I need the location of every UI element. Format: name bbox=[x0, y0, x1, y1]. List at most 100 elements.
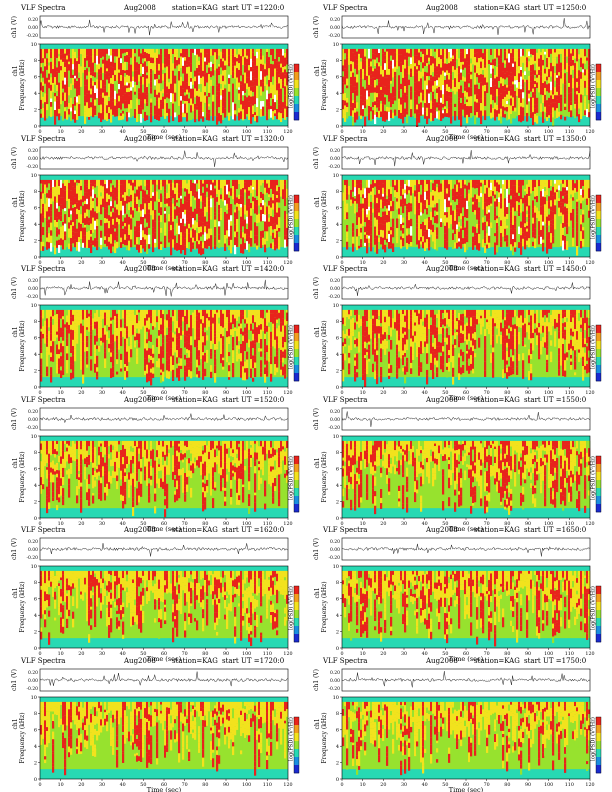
colorbar-segment bbox=[596, 202, 601, 211]
x-tick-label: 60 bbox=[161, 260, 167, 266]
ch1-waveform bbox=[39, 543, 289, 557]
lower-band bbox=[40, 768, 288, 779]
colorbar-label: log(PSD) (V²/Hz) bbox=[590, 64, 597, 108]
ch1-waveform bbox=[341, 282, 591, 296]
x-tick-label: 100 bbox=[242, 651, 251, 657]
x-tick-label: 10 bbox=[58, 260, 64, 266]
x-tick-label: 50 bbox=[442, 651, 448, 657]
colorbar-segment bbox=[596, 463, 601, 472]
x-tick-label: 80 bbox=[504, 651, 510, 657]
colorbar-segment bbox=[596, 88, 601, 97]
y-tick-label: 10 bbox=[31, 42, 37, 48]
y-tick-label: 6 bbox=[336, 466, 339, 472]
ch1-tick-label: -0.20 bbox=[328, 294, 340, 300]
y-axis-label: Frequency (kHz) bbox=[321, 581, 328, 632]
y-tick-label: 2 bbox=[336, 760, 339, 766]
x-tick-label: 0 bbox=[340, 782, 343, 788]
panel-title: VLF Spectra bbox=[21, 134, 66, 143]
ch1-tick-label: 0.00 bbox=[28, 25, 38, 31]
x-tick-label: 20 bbox=[78, 782, 84, 788]
panel-station: station=KAG bbox=[474, 526, 520, 534]
x-tick-label: 50 bbox=[442, 782, 448, 788]
ch1-axis-label: ch1 (V) bbox=[313, 277, 320, 299]
spectra-panel: VLF Spectra Aug2008 station=KAG start UT =1… bbox=[310, 265, 602, 402]
x-tick-label: 90 bbox=[223, 521, 229, 527]
x-tick-label: 30 bbox=[401, 651, 407, 657]
y-tick-label: 4 bbox=[336, 352, 339, 358]
y-tick-label: 0 bbox=[34, 124, 37, 130]
ch1-axis-label: ch1 (V) bbox=[11, 277, 18, 299]
x-tick-label: 60 bbox=[463, 651, 469, 657]
colorbar-segment bbox=[294, 756, 299, 765]
panel-plot: 0.20 0.00 -0.20 ch1 (V) 0 2 4 6 8 10 Frequency (kH… bbox=[313, 15, 602, 141]
ch1-tick-label: -0.20 bbox=[26, 425, 38, 431]
lower-band bbox=[40, 246, 288, 257]
x-axis-label: Time (sec) bbox=[147, 394, 182, 402]
colorbar-label: log(PSD) (V²/Hz) bbox=[288, 717, 295, 761]
panel-start-ut: start UT =1320:0 bbox=[222, 134, 285, 143]
y-tick-label: 10 bbox=[31, 694, 37, 700]
colorbar-segment bbox=[294, 242, 299, 251]
x-tick-label: 120 bbox=[283, 521, 292, 527]
x-tick-label: 100 bbox=[544, 521, 553, 527]
ch1-spectrum-label: ch1 bbox=[314, 326, 321, 337]
ch1-axis-label: ch1 (V) bbox=[313, 147, 320, 169]
ch1-tick-label: -0.20 bbox=[26, 294, 38, 300]
x-tick-label: 80 bbox=[202, 782, 208, 788]
ch1-spectrum-label: ch1 bbox=[12, 457, 19, 468]
x-tick-label: 80 bbox=[202, 521, 208, 527]
spectra-panel: VLF Spectra Aug2008 station=KAG start UT =1… bbox=[8, 265, 300, 402]
colorbar-segment bbox=[294, 471, 299, 480]
colorbar-segment bbox=[596, 365, 601, 374]
y-tick-label: 6 bbox=[336, 597, 339, 603]
colorbar-segment bbox=[596, 373, 601, 382]
panel-station: station=KAG bbox=[172, 656, 218, 665]
colorbar-segment bbox=[596, 764, 601, 773]
panel-date: Aug2008 bbox=[426, 265, 458, 273]
spectra-panel: VLF Spectra Aug2008 station=KAG start UT =1… bbox=[310, 395, 602, 533]
x-tick-label: 120 bbox=[585, 782, 594, 788]
panel-plot: 0.20 0.00 -0.20 ch1 (V) 0 2 4 6 8 10 Frequency (kH… bbox=[11, 276, 300, 402]
spectrogram bbox=[40, 44, 289, 126]
y-tick-label: 6 bbox=[336, 336, 339, 342]
colorbar-frame bbox=[293, 716, 300, 773]
colorbar-frame bbox=[293, 324, 300, 382]
x-tick-label: 10 bbox=[58, 390, 64, 396]
x-tick-label: 50 bbox=[442, 129, 448, 135]
ch1-tick-label: 0.20 bbox=[28, 539, 38, 545]
lower-band bbox=[40, 116, 288, 126]
x-tick-label: 40 bbox=[422, 390, 428, 396]
y-tick-label: 4 bbox=[34, 222, 37, 228]
colorbar-label: log(PSD) (V²/Hz) bbox=[288, 64, 295, 108]
x-axis-label: Time (sec) bbox=[449, 786, 484, 792]
x-tick-label: 20 bbox=[380, 651, 386, 657]
panel-start-ut: start UT =1550:0 bbox=[524, 395, 587, 404]
x-tick-label: 30 bbox=[401, 129, 407, 135]
colorbar-frame bbox=[595, 585, 602, 643]
x-tick-label: 70 bbox=[484, 260, 490, 266]
x-tick-label: 20 bbox=[380, 129, 386, 135]
x-tick-label: 120 bbox=[585, 129, 594, 135]
colorbar-segment bbox=[294, 218, 299, 227]
colorbar-segment bbox=[294, 618, 299, 627]
spectrogram bbox=[40, 696, 289, 779]
colorbar-segment bbox=[294, 88, 299, 97]
ch1-tick-label: 0.00 bbox=[330, 417, 340, 423]
ch1-tick-label: 0.20 bbox=[28, 670, 38, 676]
x-tick-label: 110 bbox=[263, 521, 272, 527]
spectrogram bbox=[40, 174, 289, 257]
upper-band bbox=[342, 696, 590, 702]
colorbar-segment bbox=[294, 349, 299, 358]
spectra-panel: VLF Spectra Aug2008 station=KAG start UT =1… bbox=[310, 526, 602, 663]
x-tick-label: 120 bbox=[283, 651, 292, 657]
panel-date: Aug2008 bbox=[426, 4, 458, 12]
panel-start-ut: start UT =1620:0 bbox=[222, 526, 285, 534]
panel-plot: 0.20 0.00 -0.20 ch1 (V) 0 2 4 6 8 10 Frequency (kH… bbox=[313, 668, 602, 792]
colorbar-label: log(PSD) (V²/Hz) bbox=[590, 717, 597, 761]
ch1-axis-label: ch1 (V) bbox=[11, 147, 18, 169]
x-tick-label: 80 bbox=[504, 521, 510, 527]
ch1-waveform bbox=[341, 149, 591, 166]
ch1-tick-label: 0.20 bbox=[28, 17, 38, 23]
x-axis-label: Time (sec) bbox=[449, 394, 484, 402]
ch1-tick-label: -0.20 bbox=[328, 425, 340, 431]
